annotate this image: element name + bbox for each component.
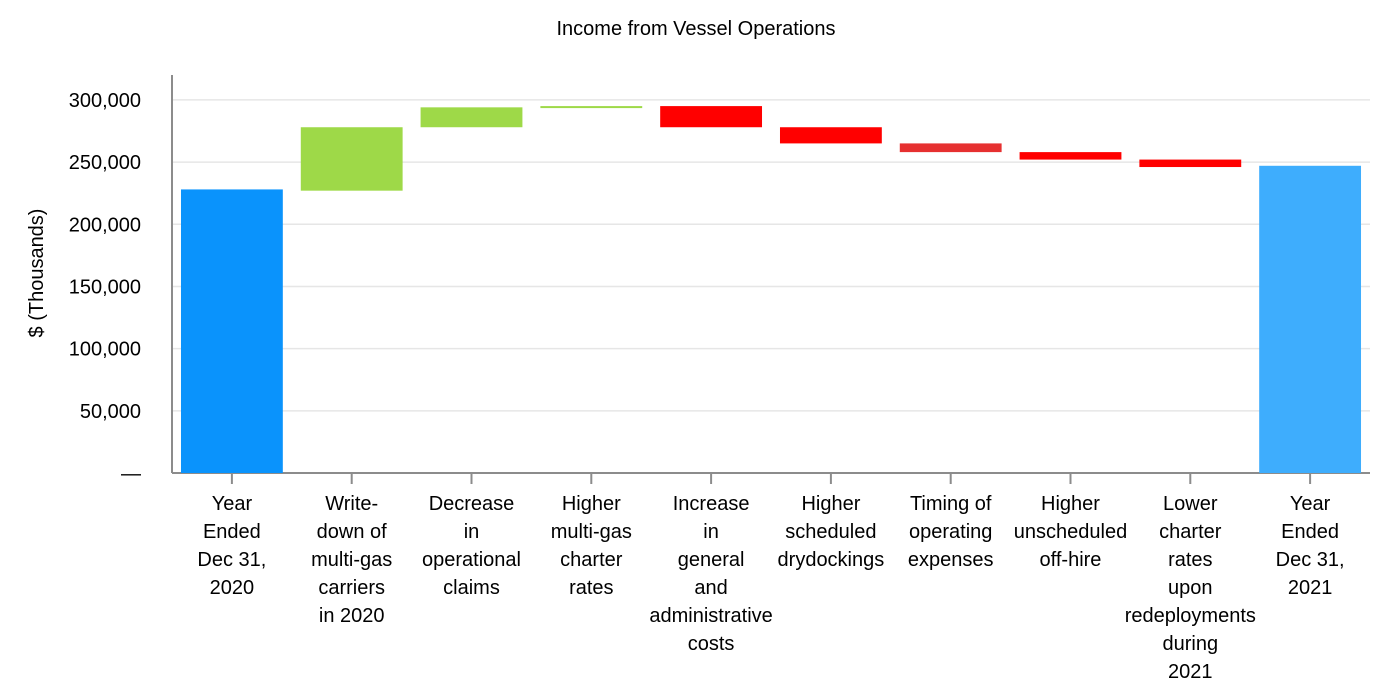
axes: — 50,000 100,000 150,000 200,000 250,000 300,0… — [69, 75, 1370, 485]
x-category-label: Higher scheduled drydockings — [778, 493, 885, 571]
waterfall-bar-total — [1259, 165, 1362, 473]
waterfall-bar-decrease — [779, 127, 882, 144]
waterfall-bar-decrease — [1139, 159, 1242, 168]
y-tick-label: 200,000 — [69, 214, 141, 236]
x-category-label: Write-down of multi-gas carriers in 2020 — [311, 493, 392, 627]
x-category-label: Year Ended Dec 31, 2020 — [197, 493, 266, 599]
waterfall-bar-decrease — [899, 143, 1002, 153]
waterfall-bar-increase — [300, 127, 403, 191]
y-tick-label: 300,000 — [69, 90, 141, 112]
y-tick-label: — — [121, 463, 141, 485]
x-category-label: Lower charter rates upon redeployments during… — [1125, 493, 1256, 683]
y-tick-label: 250,000 — [69, 152, 141, 174]
category-labels: Year Ended Dec 31, 2020 Write-down of multi-g… — [197, 493, 1344, 683]
x-category-label: Higher multi-gas charter rates — [551, 493, 632, 599]
y-tick-label: 150,000 — [69, 276, 141, 298]
y-tick-label: 50,000 — [80, 401, 141, 423]
x-category-label: Timing of operating expenses — [908, 493, 994, 571]
waterfall-bar-increase — [540, 106, 643, 109]
y-axis-label: $ (Thousands) — [26, 209, 48, 338]
x-category-label: Decrease in operational claims — [422, 493, 521, 599]
waterfall-bar-total — [180, 189, 283, 474]
x-category-label: Increase in general and administrative costs — [649, 493, 772, 655]
waterfall-bar-decrease — [660, 106, 763, 128]
y-tick-label: 100,000 — [69, 339, 141, 361]
x-category-label: Higher unscheduled off-hire — [1014, 493, 1127, 571]
bars — [180, 106, 1362, 474]
chart-title: Income from Vessel Operations — [556, 18, 835, 40]
waterfall-bar-increase — [420, 107, 523, 128]
x-category-label: Year Ended Dec 31, 2021 — [1276, 493, 1345, 599]
waterfall-bar-decrease — [1019, 152, 1122, 160]
